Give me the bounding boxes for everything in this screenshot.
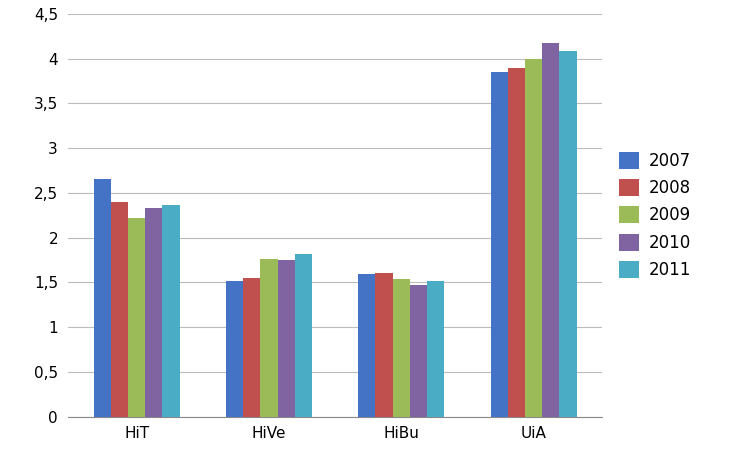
Bar [128,218,145,417]
Bar [226,281,243,417]
Bar [294,254,312,417]
Bar [358,275,376,417]
Bar [145,208,163,417]
Bar [93,180,111,417]
Bar [111,202,128,417]
Bar [163,205,180,417]
Bar [525,59,542,417]
Bar [392,279,410,417]
Bar [376,273,392,417]
Bar [278,260,294,417]
Bar [261,259,278,417]
Bar [410,285,427,417]
Bar [490,72,508,417]
Bar [243,278,261,417]
Bar [427,281,444,417]
Bar [542,43,559,417]
Bar [508,68,525,417]
Legend: 2007, 2008, 2009, 2010, 2011: 2007, 2008, 2009, 2010, 2011 [611,143,700,288]
Bar [559,50,577,417]
